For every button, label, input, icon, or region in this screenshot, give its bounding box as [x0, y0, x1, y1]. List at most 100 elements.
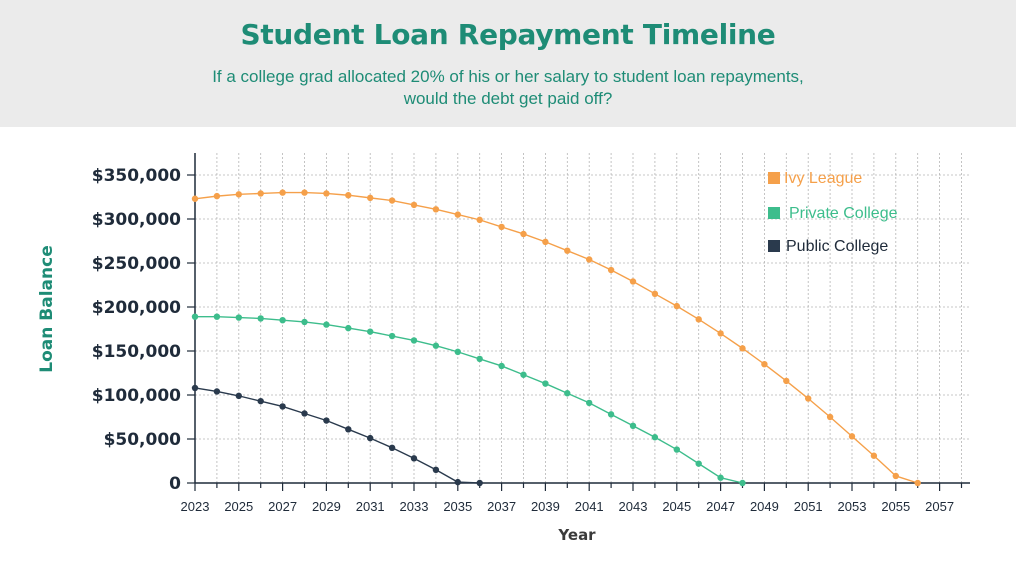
data-point — [870, 452, 878, 459]
data-point — [695, 316, 702, 323]
data-point — [301, 189, 308, 196]
data-point — [586, 399, 593, 407]
x-tick-label: 2037 — [487, 499, 516, 514]
legend-label: Ivy League — [784, 170, 862, 187]
data-point — [542, 238, 549, 246]
y-tick-label: $100,000 — [92, 386, 181, 406]
data-point — [783, 377, 790, 385]
data-point — [432, 342, 440, 349]
x-tick-label: 2053 — [838, 499, 867, 514]
y-tick-labels: 0 $50,000 $100,000 $150,000 $200,000 $250,000… — [92, 166, 181, 494]
data-point — [498, 362, 505, 370]
x-tick-label: 2033 — [400, 499, 429, 514]
x-tick-label: 2025 — [224, 499, 253, 514]
x-tick-label: 2051 — [794, 499, 823, 514]
data-point — [914, 479, 921, 487]
data-point — [235, 392, 242, 400]
data-point — [739, 479, 746, 487]
data-point — [892, 472, 899, 480]
x-tick-label: 2035 — [443, 499, 472, 514]
data-point — [805, 395, 812, 402]
data-point — [476, 479, 483, 487]
x-tick-label: 2043 — [619, 499, 648, 514]
series-lines — [191, 189, 921, 487]
data-point — [213, 388, 221, 395]
data-point — [454, 211, 461, 218]
data-point — [695, 460, 702, 467]
x-tick-label: 2027 — [268, 499, 297, 514]
data-point — [367, 434, 374, 442]
data-point — [826, 413, 834, 421]
chart-title: Student Loan Repayment Timeline — [240, 18, 776, 51]
data-point — [629, 278, 637, 285]
x-tick-label: 2039 — [531, 499, 560, 514]
series-line-public-college — [194, 387, 480, 484]
y-tick-label: $350,000 — [92, 166, 181, 186]
data-point — [476, 216, 483, 224]
data-point — [717, 330, 724, 337]
series-line-private-college — [195, 315, 743, 484]
legend: Ivy League Private College Public College — [768, 170, 898, 255]
y-tick-label: $150,000 — [92, 342, 181, 362]
data-point — [564, 247, 571, 254]
x-tick-label: 2055 — [881, 499, 910, 514]
legend-swatch — [768, 207, 780, 219]
data-point — [651, 290, 659, 297]
x-tick-label: 2057 — [925, 499, 954, 514]
data-point — [257, 315, 264, 322]
header: Student Loan Repayment Timeline If a col… — [0, 0, 1016, 127]
data-point — [323, 417, 330, 424]
data-point — [279, 189, 286, 196]
legend-label: Private College — [789, 205, 898, 222]
line-chart: 0 $50,000 $100,000 $150,000 $200,000 $250,000… — [37, 153, 970, 544]
data-point — [739, 345, 746, 352]
data-point — [367, 194, 374, 202]
series-line-ivy-league — [194, 191, 918, 484]
data-point — [476, 355, 483, 363]
data-point — [301, 410, 308, 417]
data-point — [235, 191, 242, 198]
data-point — [388, 332, 396, 340]
data-point — [607, 266, 615, 274]
data-point — [257, 190, 264, 197]
data-point — [323, 321, 330, 328]
legend-swatch — [768, 172, 780, 184]
x-tick-label: 2023 — [181, 499, 210, 514]
data-point — [345, 324, 352, 332]
data-point — [586, 256, 593, 263]
data-point — [454, 478, 461, 486]
x-tick-label: 2049 — [750, 499, 779, 514]
data-point — [520, 371, 527, 378]
data-point — [323, 190, 330, 197]
data-point — [279, 317, 286, 324]
data-point — [388, 197, 396, 204]
data-point — [717, 474, 724, 481]
data-point — [345, 426, 352, 433]
x-tick-labels: 2023 2025 2027 2029 2031 2033 2035 2037 2039 2041… — [181, 499, 955, 514]
x-tick-label: 2045 — [662, 499, 691, 514]
data-point — [235, 314, 242, 321]
legend-swatch — [768, 240, 780, 252]
data-point — [761, 361, 768, 368]
data-point — [454, 348, 461, 356]
x-tick-label: 2031 — [356, 499, 385, 514]
data-point — [410, 455, 418, 462]
y-tick-label: $300,000 — [92, 210, 181, 230]
data-point — [301, 318, 308, 326]
chart-subtitle: If a college grad allocated 20% of his o… — [212, 67, 804, 108]
data-point — [432, 206, 440, 213]
data-point — [388, 444, 396, 451]
data-point — [213, 313, 221, 320]
data-point — [410, 201, 418, 209]
y-tick-label: $50,000 — [104, 430, 182, 450]
data-point — [520, 230, 527, 238]
data-point — [673, 446, 680, 453]
gridlines — [195, 153, 970, 483]
data-point — [498, 223, 505, 231]
data-point — [191, 384, 199, 392]
data-point — [279, 403, 286, 410]
legend-label: Public College — [786, 238, 888, 255]
data-point — [673, 302, 680, 310]
data-point — [191, 313, 199, 320]
data-point — [564, 390, 571, 397]
